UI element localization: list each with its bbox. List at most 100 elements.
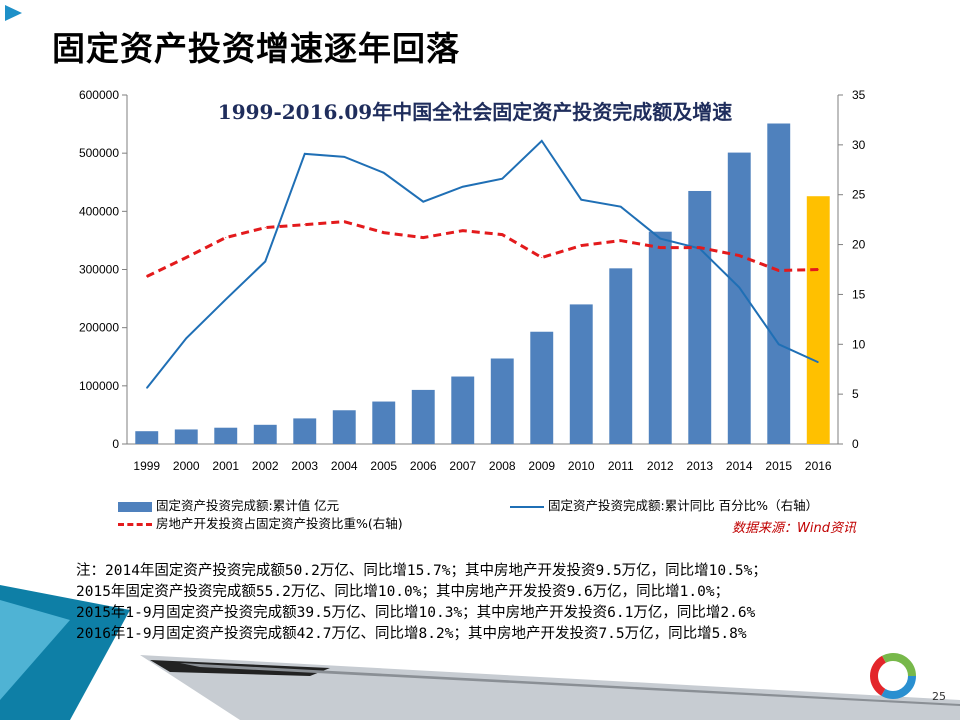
y-right-tick-label: 15: [852, 287, 866, 301]
y-left-tick-label: 200000: [79, 321, 119, 335]
growth-point: [580, 199, 582, 201]
bar: [806, 196, 830, 444]
note-line: 2016年1-9月固定资产投资完成额42.7万亿、同比增8.2%；其中房地产开发…: [76, 626, 747, 642]
notes-block: 注：2014年固定资产投资完成额50.2万亿、同比增15.7%；其中房地产开发投…: [76, 561, 767, 645]
growth-point: [817, 361, 819, 363]
growth-point: [620, 206, 622, 208]
ratio-point: [659, 247, 661, 249]
chart-title: 1999-2016.09年中国全社会固定资产投资完成额及增速: [217, 100, 733, 124]
legend-ratio-swatch: [118, 523, 152, 526]
legend-item-growth: 固定资产投资完成额:累计同比 百分比%（右轴）: [510, 495, 818, 514]
ratio-point: [225, 237, 227, 239]
ratio-point: [264, 227, 266, 229]
title-bullet-icon: [5, 5, 22, 21]
growth-point: [264, 261, 266, 263]
legend-item-bar: 固定资产投资完成额:累计值 亿元: [118, 495, 339, 514]
bar: [609, 268, 633, 444]
ratio-point: [620, 240, 622, 242]
y-left-tick-label: 400000: [79, 204, 119, 218]
bar: [174, 429, 198, 444]
legend-growth-label: 固定资产投资完成额:累计同比 百分比%（右轴）: [548, 498, 819, 513]
decor-gray-line: [180, 663, 960, 706]
y-right-tick-label: 20: [852, 238, 866, 252]
source-text: 数据来源：Wind资讯: [732, 521, 856, 536]
x-tick-label: 2006: [410, 459, 437, 473]
y-left-tick-label: 500000: [79, 146, 119, 160]
y-right-tick-label: 30: [852, 138, 866, 152]
bar: [253, 424, 277, 444]
note-line: 2015年固定资产投资完成额55.2万亿、同比增10.0%；其中房地产开发投资9…: [76, 584, 730, 600]
bar: [767, 123, 791, 445]
plot-area: 0 100000 200000 300000 400000 500000 600000 0 5 1…: [79, 88, 866, 473]
note-line: 2015年1-9月固定资产投资完成额39.5万亿、同比增10.3%；其中房地产开…: [76, 605, 756, 621]
x-tick-label: 2014: [726, 459, 753, 473]
growth-point: [383, 172, 385, 174]
y-left-tick-label: 300000: [79, 263, 119, 277]
bar: [490, 358, 514, 444]
y-right-tick-label: 0: [852, 437, 859, 451]
bar: [293, 418, 317, 444]
ratio-line: [146, 220, 819, 278]
growth-point: [778, 343, 780, 345]
bar: [727, 152, 751, 444]
bar: [648, 231, 672, 444]
legend-item-ratio: 房地产开发投资占固定资产投资比重%(右轴): [118, 513, 403, 532]
x-tick-label: 2007: [449, 459, 476, 473]
ratio-point: [462, 230, 464, 232]
growth-point: [185, 337, 187, 339]
ratio-point: [699, 247, 701, 249]
legend-ratio-label: 房地产开发投资占固定资产投资比重%(右轴): [156, 516, 403, 531]
x-tick-label: 2010: [568, 459, 595, 473]
ratio-point: [817, 269, 819, 270]
bar: [411, 389, 435, 444]
x-tick-label: 2005: [370, 459, 397, 473]
x-tick-label: 2004: [331, 459, 358, 473]
growth-point: [422, 201, 424, 203]
y-right-tick-label: 25: [852, 188, 866, 202]
bar: [135, 431, 159, 444]
x-tick-label: 2016: [805, 459, 832, 473]
y-left-tick-label: 0: [112, 437, 119, 451]
x-tick-label: 2001: [212, 459, 239, 473]
bar: [688, 190, 712, 444]
page-title: 固定资产投资增速逐年回落: [52, 29, 460, 68]
x-tick-label: 2009: [528, 459, 555, 473]
x-tick-label: 2015: [765, 459, 792, 473]
bar: [569, 304, 593, 444]
y-right-tick-label: 35: [852, 88, 866, 102]
x-tick-label: 2012: [647, 459, 674, 473]
ratio-point: [383, 232, 385, 234]
ratio-point: [580, 245, 582, 247]
y-right-tick-label: 5: [852, 387, 859, 401]
y-left-tick-label: 600000: [79, 88, 119, 102]
bar: [332, 410, 356, 444]
growth-point: [738, 286, 740, 288]
ratio-point: [304, 224, 306, 226]
x-tick-label: 1999: [133, 459, 160, 473]
ratio-point: [422, 237, 424, 239]
bar: [214, 427, 238, 444]
x-tick-label: 2002: [252, 459, 279, 473]
growth-point: [225, 298, 227, 300]
legend-bar-swatch: [118, 501, 152, 512]
growth-point: [146, 387, 148, 389]
bar: [372, 401, 396, 444]
bar: [451, 376, 475, 444]
legend-bar-label: 固定资产投资完成额:累计值 亿元: [156, 498, 340, 513]
ratio-point: [501, 234, 503, 236]
x-tick-label: 2011: [608, 459, 634, 473]
page-number: 25: [932, 690, 946, 703]
growth-point: [343, 156, 345, 158]
logo-ring-icon: [870, 653, 916, 699]
ratio-point: [541, 257, 543, 259]
ratio-point: [738, 255, 740, 257]
bar: [530, 331, 554, 444]
x-tick-label: 2000: [173, 459, 200, 473]
x-tick-label: 2008: [489, 459, 516, 473]
decor-gray-band: [140, 655, 960, 720]
growth-point: [304, 153, 306, 155]
legend-growth-swatch: [510, 505, 544, 508]
y-left-tick-label: 100000: [79, 379, 119, 393]
